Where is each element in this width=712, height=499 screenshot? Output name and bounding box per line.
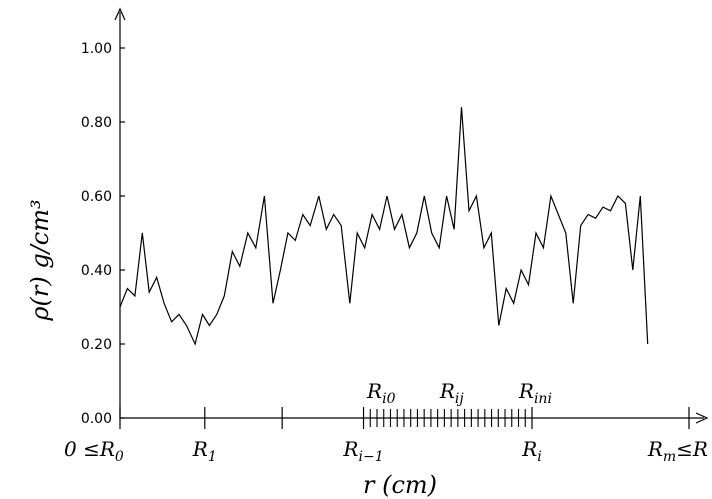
y-axis-title: ρ(r) g/cm³: [26, 199, 54, 321]
x-tick-label: Rm≤R: [647, 437, 708, 465]
x-axis-title: r (cm): [363, 471, 437, 499]
y-axis-arrow-icon: [114, 7, 126, 21]
y-tick-label: 0.20: [81, 337, 112, 353]
sub-interval-label: Rini: [518, 379, 552, 407]
x-axis-arrow-icon: [695, 412, 709, 424]
y-tick-label: 0.00: [81, 411, 112, 427]
y-tick-label: 1.00: [81, 41, 112, 57]
y-tick-label: 0.80: [81, 115, 112, 131]
x-tick-label: Ri−1: [342, 437, 383, 465]
x-tick-label: Ri: [521, 437, 542, 465]
y-tick-label: 0.60: [81, 189, 112, 205]
x-tick-label: R1: [192, 437, 217, 465]
y-tick-label: 0.40: [81, 263, 112, 279]
x-tick-label: 0 ≤R0: [64, 437, 124, 465]
sub-interval-label: Rij: [439, 379, 465, 407]
sub-interval-label: Ri0: [366, 379, 396, 407]
density-series-line: [119, 107, 649, 346]
